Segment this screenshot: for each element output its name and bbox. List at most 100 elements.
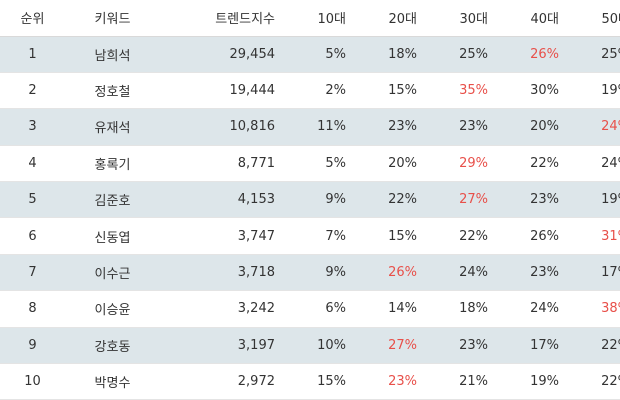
age10-cell: 5% (277, 145, 348, 183)
age10-cell: 6% (277, 290, 348, 328)
table-row: 2 정호철 19,444 2% 15% 35% 30% 19% (0, 72, 620, 110)
table-row: 9 강호동 3,197 10% 27% 23% 17% 22% (0, 327, 620, 365)
table-row: 1 남희석 29,454 5% 18% 25% 26% 25% (0, 36, 620, 73)
trend-cell: 2,972 (160, 363, 277, 400)
rank-cell: 10 (0, 363, 65, 400)
age20-cell: 20% (348, 145, 419, 183)
age30-cell: 27% (419, 181, 490, 219)
header-age-30: 30대 (419, 0, 490, 37)
age40-cell: 26% (490, 36, 561, 73)
keyword-cell: 이승윤 (65, 290, 160, 328)
age30-cell: 29% (419, 145, 490, 183)
rank-cell: 8 (0, 290, 65, 328)
age20-cell: 15% (348, 217, 419, 255)
header-rank: 순위 (0, 0, 65, 37)
table-row: 5 김준호 4,153 9% 22% 27% 23% 19% (0, 181, 620, 219)
age30-cell: 35% (419, 72, 490, 110)
table-row: 3 유재석 10,816 11% 23% 23% 20% 24% (0, 108, 620, 146)
age20-cell: 23% (348, 108, 419, 146)
keyword-cell: 신동엽 (65, 217, 160, 255)
age20-cell: 18% (348, 36, 419, 73)
rank-cell: 6 (0, 217, 65, 255)
age20-cell: 15% (348, 72, 419, 110)
keyword-cell: 유재석 (65, 108, 160, 146)
table-row: 10 박명수 2,972 15% 23% 21% 19% 22% (0, 363, 620, 400)
age20-cell: 22% (348, 181, 419, 219)
keyword-cell: 홍록기 (65, 145, 160, 183)
age50-cell: 25% (561, 36, 620, 73)
age30-cell: 24% (419, 254, 490, 292)
trend-cell: 29,454 (160, 36, 277, 73)
age30-cell: 23% (419, 108, 490, 146)
age40-cell: 26% (490, 217, 561, 255)
table-row: 8 이승윤 3,242 6% 14% 18% 24% 38% (0, 290, 620, 328)
keyword-cell: 박명수 (65, 363, 160, 400)
age50-cell: 17% (561, 254, 620, 292)
age50-cell: 22% (561, 363, 620, 400)
age40-cell: 23% (490, 181, 561, 219)
trend-cell: 8,771 (160, 145, 277, 183)
age20-cell: 14% (348, 290, 419, 328)
age10-cell: 5% (277, 36, 348, 73)
age20-cell: 26% (348, 254, 419, 292)
age10-cell: 9% (277, 181, 348, 219)
age10-cell: 9% (277, 254, 348, 292)
age50-cell: 31% (561, 217, 620, 255)
age40-cell: 17% (490, 327, 561, 365)
age30-cell: 23% (419, 327, 490, 365)
trend-cell: 3,242 (160, 290, 277, 328)
age20-cell: 27% (348, 327, 419, 365)
trend-cell: 3,718 (160, 254, 277, 292)
age10-cell: 15% (277, 363, 348, 400)
age40-cell: 24% (490, 290, 561, 328)
header-age-10: 10대 (277, 0, 348, 37)
table-header: 순위 키워드 트렌드지수 10대 20대 30대 40대 50대 (0, 0, 620, 37)
trend-cell: 10,816 (160, 108, 277, 146)
age40-cell: 22% (490, 145, 561, 183)
age40-cell: 30% (490, 72, 561, 110)
rank-cell: 1 (0, 36, 65, 73)
age50-cell: 24% (561, 145, 620, 183)
age50-cell: 19% (561, 72, 620, 110)
age10-cell: 2% (277, 72, 348, 110)
rank-cell: 7 (0, 254, 65, 292)
rank-cell: 5 (0, 181, 65, 219)
header-trend-index: 트렌드지수 (160, 0, 277, 37)
age30-cell: 25% (419, 36, 490, 73)
header-age-20: 20대 (348, 0, 419, 37)
age30-cell: 18% (419, 290, 490, 328)
table-row: 7 이수근 3,718 9% 26% 24% 23% 17% (0, 254, 620, 292)
age50-cell: 22% (561, 327, 620, 365)
rank-cell: 3 (0, 108, 65, 146)
age50-cell: 19% (561, 181, 620, 219)
keyword-cell: 정호철 (65, 72, 160, 110)
rank-cell: 9 (0, 327, 65, 365)
age10-cell: 7% (277, 217, 348, 255)
header-age-40: 40대 (490, 0, 561, 37)
keyword-cell: 김준호 (65, 181, 160, 219)
age40-cell: 19% (490, 363, 561, 400)
keyword-cell: 강호동 (65, 327, 160, 365)
age40-cell: 20% (490, 108, 561, 146)
age10-cell: 11% (277, 108, 348, 146)
rank-cell: 2 (0, 72, 65, 110)
table-body: 1 남희석 29,454 5% 18% 25% 26% 25% 2 정호철 19… (0, 36, 620, 400)
trend-cell: 4,153 (160, 181, 277, 219)
table-row: 4 홍록기 8,771 5% 20% 29% 22% 24% (0, 145, 620, 183)
age10-cell: 10% (277, 327, 348, 365)
table-row: 6 신동엽 3,747 7% 15% 22% 26% 31% (0, 217, 620, 255)
age30-cell: 21% (419, 363, 490, 400)
keyword-cell: 남희석 (65, 36, 160, 73)
trend-cell: 19,444 (160, 72, 277, 110)
trend-cell: 3,197 (160, 327, 277, 365)
age40-cell: 23% (490, 254, 561, 292)
header-row: 순위 키워드 트렌드지수 10대 20대 30대 40대 50대 (0, 0, 620, 37)
age50-cell: 38% (561, 290, 620, 328)
rank-cell: 4 (0, 145, 65, 183)
keyword-cell: 이수근 (65, 254, 160, 292)
header-age-50: 50대 (561, 0, 620, 37)
age20-cell: 23% (348, 363, 419, 400)
age50-cell: 24% (561, 108, 620, 146)
trend-cell: 3,747 (160, 217, 277, 255)
